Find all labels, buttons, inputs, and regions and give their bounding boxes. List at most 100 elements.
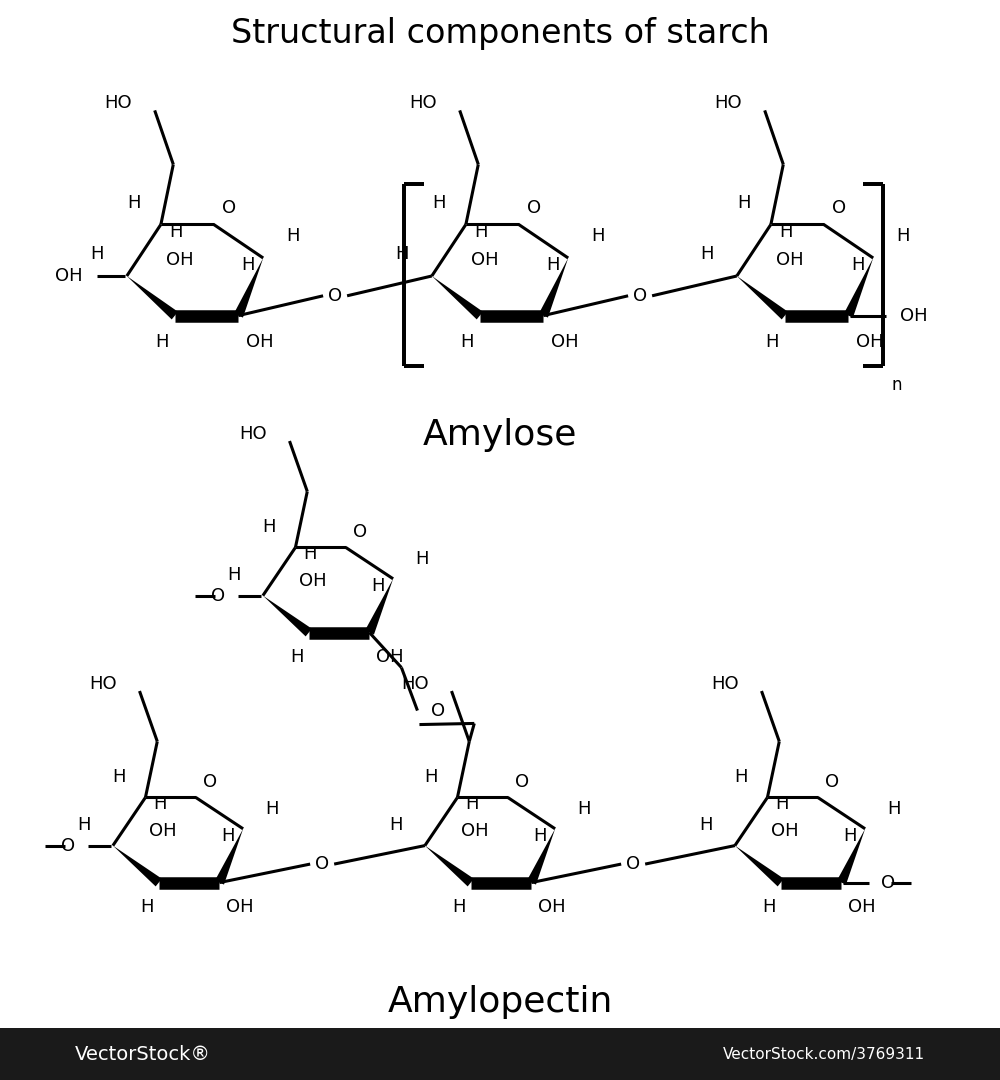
Text: O: O [881, 874, 896, 892]
Text: H: H [844, 826, 857, 845]
Text: OH: OH [776, 252, 803, 269]
Text: O: O [431, 702, 446, 719]
Text: OH: OH [299, 572, 327, 590]
Text: HO: HO [90, 675, 117, 693]
Text: VectorStock.com/3769311: VectorStock.com/3769311 [723, 1047, 925, 1062]
Text: H: H [222, 826, 235, 845]
Polygon shape [735, 846, 784, 887]
Text: n: n [891, 376, 902, 394]
Text: Amylopectin: Amylopectin [387, 985, 613, 1020]
Text: H: H [766, 333, 779, 351]
Text: H: H [90, 245, 104, 264]
Text: H: H [113, 768, 126, 786]
Text: H: H [170, 222, 183, 241]
Text: VectorStock®: VectorStock® [75, 1044, 211, 1064]
Text: OH: OH [166, 252, 193, 269]
Text: H: H [475, 222, 488, 241]
Text: O: O [203, 773, 218, 791]
Polygon shape [113, 846, 162, 887]
Text: HO: HO [240, 426, 267, 443]
Text: O: O [211, 586, 225, 605]
Text: H: H [389, 816, 403, 835]
Text: H: H [546, 256, 559, 274]
Text: H: H [735, 768, 748, 786]
Polygon shape [215, 828, 243, 885]
Polygon shape [844, 258, 873, 318]
Text: OH: OH [856, 333, 884, 351]
Text: HO: HO [409, 94, 436, 112]
Text: Structural components of starch: Structural components of starch [231, 16, 769, 50]
Text: Amylose: Amylose [423, 418, 577, 453]
Text: OH: OH [848, 899, 876, 916]
Text: O: O [515, 773, 530, 791]
Text: H: H [591, 228, 605, 245]
Text: H: H [156, 333, 169, 351]
Text: O: O [633, 287, 647, 305]
Polygon shape [737, 276, 788, 320]
Polygon shape [539, 258, 568, 318]
Text: H: H [303, 545, 317, 563]
Text: H: H [780, 222, 793, 241]
Text: H: H [465, 795, 479, 813]
Text: O: O [328, 287, 342, 305]
Text: HO: HO [104, 94, 131, 112]
Text: OH: OH [149, 822, 177, 840]
Text: H: H [461, 333, 474, 351]
Text: H: H [700, 245, 714, 264]
Text: OH: OH [551, 333, 579, 351]
Text: H: H [887, 799, 901, 818]
Polygon shape [837, 828, 865, 885]
Text: OH: OH [55, 267, 83, 285]
Text: O: O [825, 773, 840, 791]
Text: HO: HO [714, 94, 741, 112]
Text: H: H [372, 577, 385, 594]
Text: H: H [762, 899, 776, 916]
Text: H: H [699, 816, 713, 835]
Text: H: H [77, 816, 91, 835]
Text: O: O [222, 199, 236, 217]
Text: OH: OH [471, 252, 498, 269]
Text: O: O [626, 855, 640, 873]
Text: H: H [395, 245, 409, 264]
Text: OH: OH [771, 822, 799, 840]
Text: O: O [527, 199, 541, 217]
Text: H: H [452, 899, 466, 916]
Text: H: H [851, 256, 864, 274]
Polygon shape [432, 276, 483, 320]
Text: H: H [227, 566, 241, 584]
Bar [0, 1028, 1000, 1080]
Polygon shape [127, 276, 178, 320]
Polygon shape [234, 258, 263, 318]
Text: O: O [353, 523, 368, 541]
Text: OH: OH [226, 899, 254, 916]
Text: O: O [315, 855, 329, 873]
Polygon shape [425, 846, 474, 887]
Text: H: H [127, 193, 141, 212]
Text: OH: OH [246, 333, 274, 351]
Text: H: H [425, 768, 438, 786]
Text: H: H [290, 648, 304, 666]
Text: H: H [415, 550, 429, 568]
Text: H: H [153, 795, 167, 813]
Text: O: O [61, 837, 75, 854]
Text: H: H [432, 193, 446, 212]
Text: H: H [265, 799, 279, 818]
Polygon shape [527, 828, 555, 885]
Text: HO: HO [402, 675, 429, 693]
Text: H: H [737, 193, 751, 212]
Text: H: H [140, 899, 154, 916]
Text: H: H [577, 799, 591, 818]
Text: O: O [832, 199, 846, 217]
Text: HO: HO [712, 675, 739, 693]
Polygon shape [365, 579, 393, 635]
Text: H: H [534, 826, 547, 845]
Text: OH: OH [461, 822, 489, 840]
Text: OH: OH [376, 648, 404, 666]
Text: OH: OH [538, 899, 566, 916]
Text: OH: OH [900, 307, 928, 325]
Text: H: H [263, 518, 276, 537]
Text: H: H [775, 795, 789, 813]
Text: H: H [286, 228, 300, 245]
Polygon shape [263, 595, 312, 636]
Text: H: H [896, 228, 910, 245]
